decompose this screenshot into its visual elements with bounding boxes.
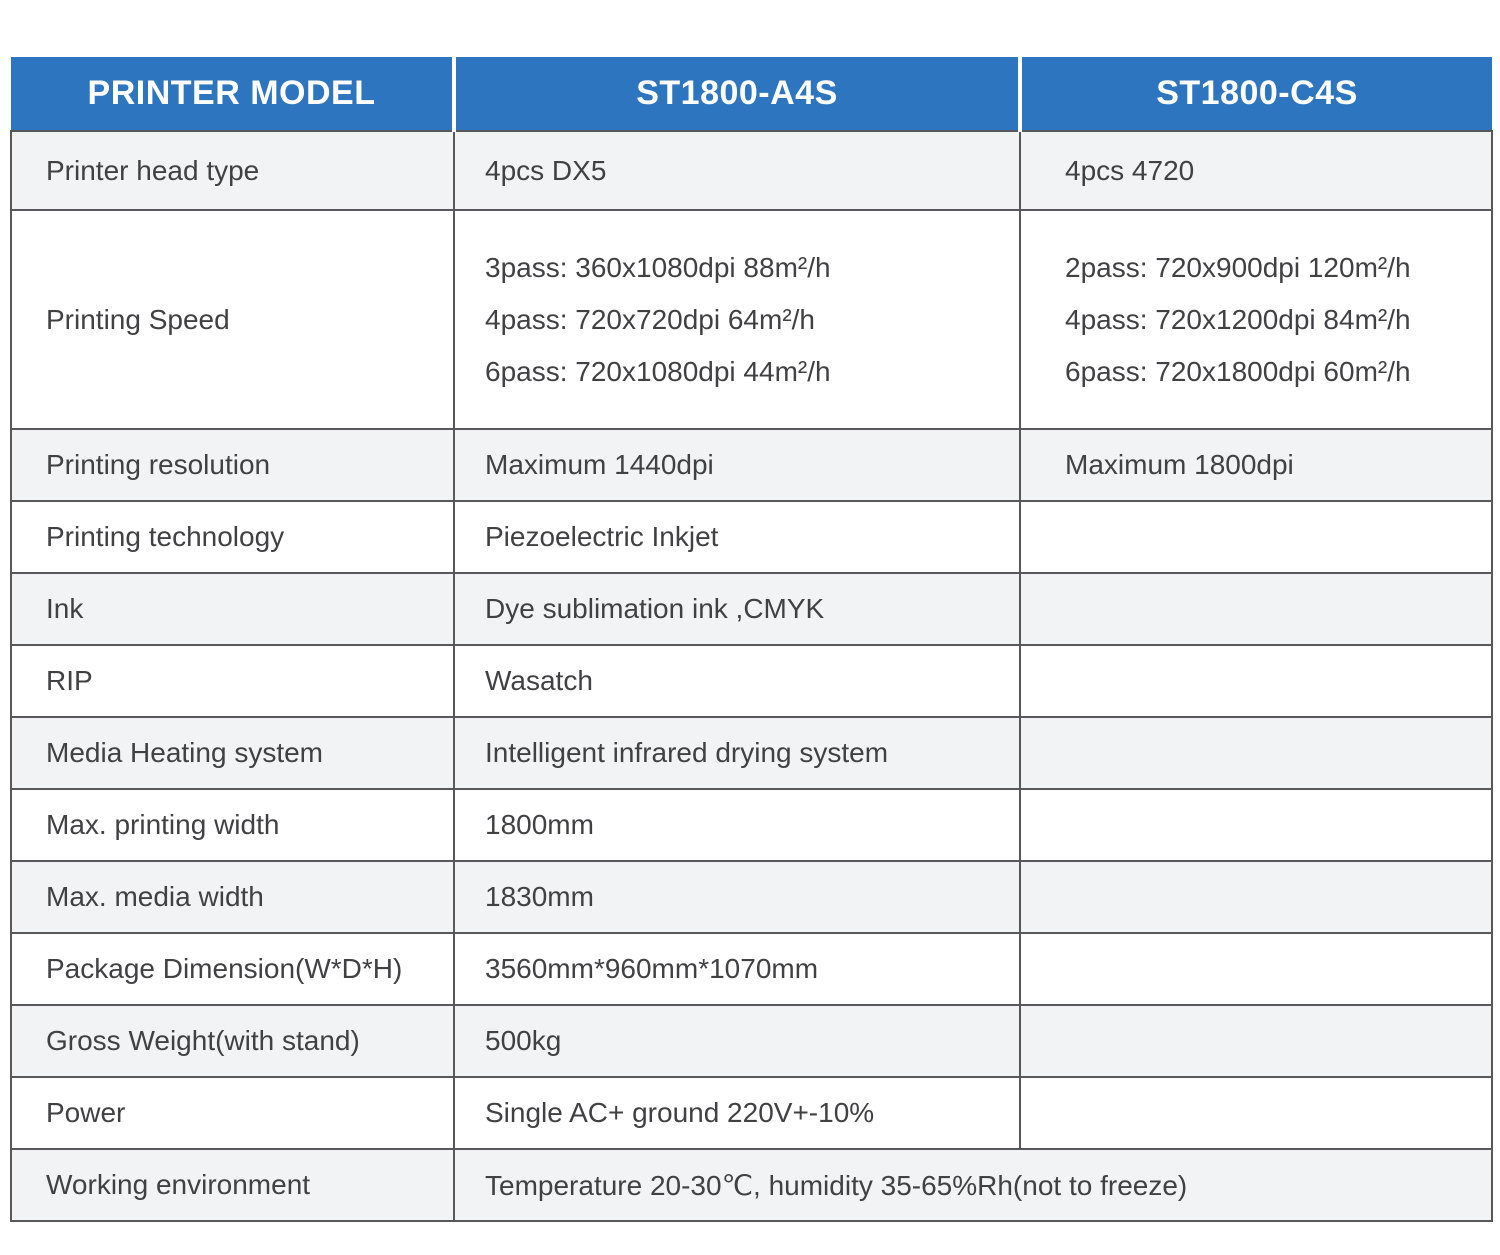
- spec-value-a4s: 1800mm: [453, 788, 1021, 862]
- table-row: Printer head type 4pcs DX5 4pcs 4720: [10, 130, 1493, 211]
- spec-value-c4s: 2pass: 720x900dpi 120m²/h 4pass: 720x120…: [1019, 209, 1493, 430]
- spec-label: RIP: [10, 644, 455, 718]
- spec-label: Printer head type: [10, 130, 455, 211]
- spec-value-a4s: Wasatch: [453, 644, 1021, 718]
- table-row: Printing resolution Maximum 1440dpi Maxi…: [10, 428, 1493, 502]
- spec-label: Printing Speed: [10, 209, 455, 430]
- spec-label: Power: [10, 1076, 455, 1150]
- table-row: Ink Dye sublimation ink ,CMYK: [10, 572, 1493, 646]
- spec-value-c4s: [1019, 716, 1493, 790]
- spec-value-c4s: [1019, 644, 1493, 718]
- table-row: Printing technology Piezoelectric Inkjet: [10, 500, 1493, 574]
- spec-value-a4s: 1830mm: [453, 860, 1021, 934]
- spec-label: Working environment: [10, 1148, 455, 1222]
- spec-value-c4s: [1019, 932, 1493, 1006]
- header-row: PRINTER MODEL ST1800-A4S ST1800-C4S: [11, 57, 1492, 131]
- spec-value-a4s: 4pcs DX5: [453, 130, 1021, 211]
- spec-label: Gross Weight(with stand): [10, 1004, 455, 1078]
- table-row: Package Dimension(W*D*H) 3560mm*960mm*10…: [10, 932, 1493, 1006]
- spec-label: Max. media width: [10, 860, 455, 934]
- printer-spec-table: PRINTER MODEL ST1800-A4S ST1800-C4S Prin…: [10, 57, 1493, 1222]
- table-row: RIP Wasatch: [10, 644, 1493, 718]
- spec-value-c4s: [1019, 1004, 1493, 1078]
- spec-value-c4s: Maximum 1800dpi: [1019, 428, 1493, 502]
- table-row: Gross Weight(with stand) 500kg: [10, 1004, 1493, 1078]
- spec-value-c4s: [1019, 788, 1493, 862]
- spec-value-a4s: 3560mm*960mm*1070mm: [453, 932, 1021, 1006]
- spec-value-c4s: [1019, 860, 1493, 934]
- table-row: Media Heating system Intelligent infrare…: [10, 716, 1493, 790]
- table-row: Power Single AC+ ground 220V+-10%: [10, 1076, 1493, 1150]
- spec-value-a4s: Piezoelectric Inkjet: [453, 500, 1021, 574]
- spec-value-c4s: [1019, 1076, 1493, 1150]
- spec-value-a4s: Single AC+ ground 220V+-10%: [453, 1076, 1021, 1150]
- spec-value-c4s: 4pcs 4720: [1019, 130, 1493, 211]
- header-st1800-c4s: ST1800-C4S: [1018, 57, 1492, 131]
- header-printer-model: PRINTER MODEL: [11, 57, 454, 131]
- spec-value-a4s: Maximum 1440dpi: [453, 428, 1021, 502]
- header-st1800-a4s: ST1800-A4S: [452, 57, 1020, 131]
- table-header: PRINTER MODEL ST1800-A4S ST1800-C4S: [11, 57, 1492, 131]
- spec-label: Media Heating system: [10, 716, 455, 790]
- table-row: Printing Speed 3pass: 360x1080dpi 88m²/h…: [10, 209, 1493, 430]
- spec-value-a4s: 3pass: 360x1080dpi 88m²/h 4pass: 720x720…: [453, 209, 1021, 430]
- spec-value-c4s: [1019, 572, 1493, 646]
- spec-value-spanned: Temperature 20-30℃, humidity 35-65%Rh(no…: [453, 1148, 1493, 1222]
- spec-value-a4s: 500kg: [453, 1004, 1021, 1078]
- spec-label: Package Dimension(W*D*H): [10, 932, 455, 1006]
- spec-label: Printing technology: [10, 500, 455, 574]
- table-row: Max. media width 1830mm: [10, 860, 1493, 934]
- table-row: Max. printing width 1800mm: [10, 788, 1493, 862]
- spec-label: Max. printing width: [10, 788, 455, 862]
- spec-label: Ink: [10, 572, 455, 646]
- table-row: Working environment Temperature 20-30℃, …: [10, 1148, 1493, 1222]
- spec-value-a4s: Dye sublimation ink ,CMYK: [453, 572, 1021, 646]
- spec-value-c4s: [1019, 500, 1493, 574]
- spec-label: Printing resolution: [10, 428, 455, 502]
- spec-value-a4s: Intelligent infrared drying system: [453, 716, 1021, 790]
